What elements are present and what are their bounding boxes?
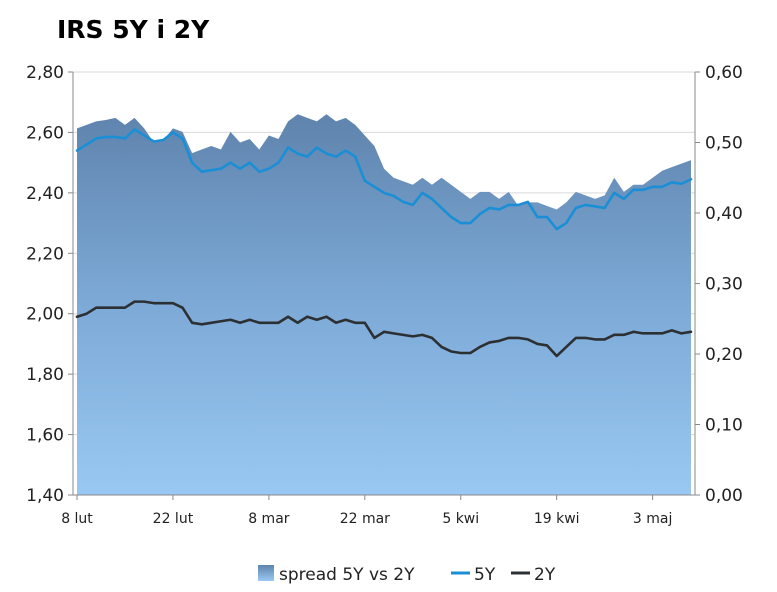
right-tick-label: 0,60 <box>705 63 743 83</box>
right-tick-label: 0,50 <box>705 134 743 154</box>
left-tick-label: 1,80 <box>26 365 64 385</box>
right-tick-label: 0,40 <box>705 204 743 224</box>
spread-area-layer <box>77 114 691 496</box>
x-tick-label: 8 lut <box>61 511 93 527</box>
series-spread-area <box>77 114 691 496</box>
legend-label-2y: 2Y <box>534 565 556 585</box>
right-tick-label: 0,20 <box>705 345 743 365</box>
series-2y-line <box>75 300 693 358</box>
left-axis-ticks: 1,40 1,60 1,80 2,00 2,20 2,40 2,60 2,80 <box>26 63 73 506</box>
x-tick-label: 8 mar <box>248 511 290 527</box>
legend: spread 5Y vs 2Y 5Y 2Y <box>258 565 556 585</box>
right-axis-ticks: 0,00 0,10 0,20 0,30 0,40 0,50 0,60 <box>695 63 743 506</box>
left-tick-label: 2,80 <box>26 63 64 83</box>
left-tick-label: 2,60 <box>26 123 64 143</box>
series-5y-line <box>75 128 693 231</box>
right-tick-label: 0,10 <box>705 416 743 436</box>
x-tick-label: 5 kwi <box>442 511 479 527</box>
left-tick-label: 1,60 <box>26 426 64 446</box>
left-tick-label: 1,40 <box>26 486 64 506</box>
left-tick-label: 2,00 <box>26 305 64 325</box>
chart-title: IRS 5Y i 2Y <box>57 15 210 44</box>
right-tick-label: 0,00 <box>705 486 743 506</box>
legend-swatch-spread <box>258 565 274 581</box>
right-tick-label: 0,30 <box>705 275 743 295</box>
x-tick-label: 22 mar <box>340 511 390 527</box>
x-tick-label: 3 maj <box>633 511 672 527</box>
x-axis-ticks: 8 lut 22 lut 8 mar 22 mar 5 kwi 19 kwi 3 maj <box>61 495 672 527</box>
left-tick-label: 2,20 <box>26 244 64 264</box>
legend-label-5y: 5Y <box>474 565 496 585</box>
series-lines-layer <box>75 128 693 358</box>
legend-label-spread: spread 5Y vs 2Y <box>279 565 415 585</box>
x-tick-label: 19 kwi <box>534 511 580 527</box>
left-tick-label: 2,40 <box>26 184 64 204</box>
x-tick-label: 22 lut <box>153 511 194 527</box>
